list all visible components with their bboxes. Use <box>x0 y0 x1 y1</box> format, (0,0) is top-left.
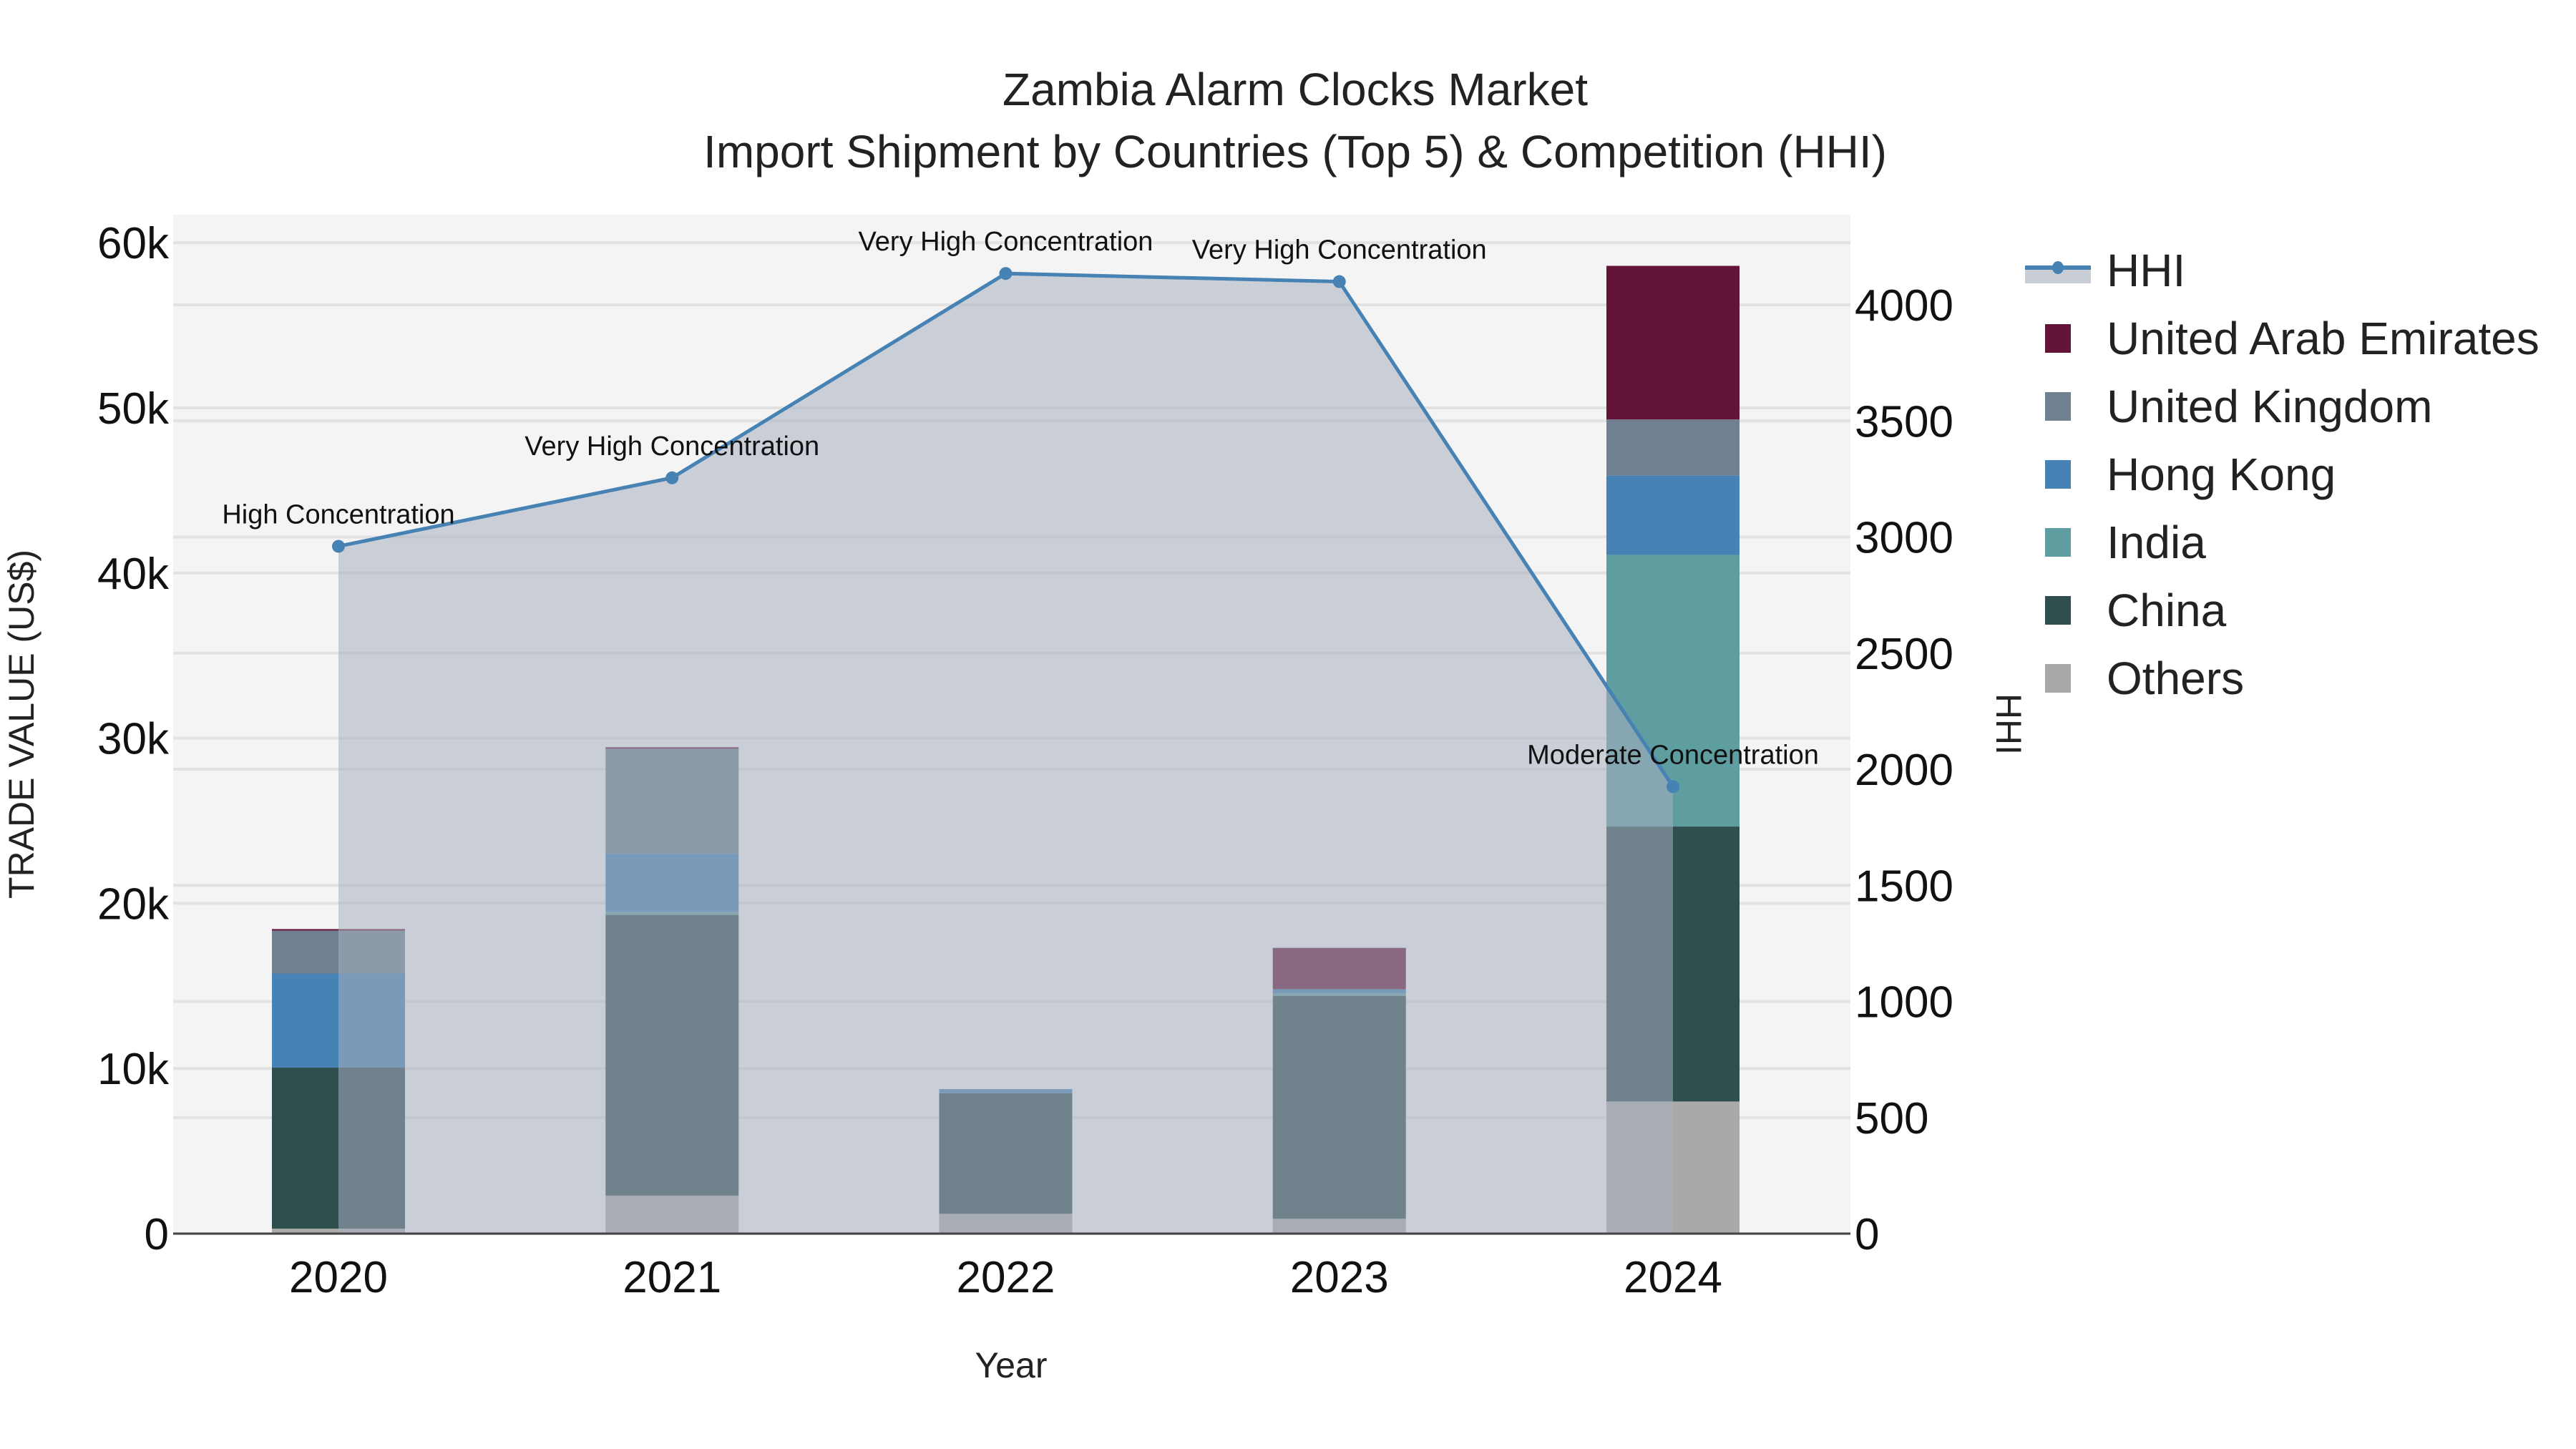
x-tick-label: 2021 <box>623 1253 721 1302</box>
y-right-tick-label: 2000 <box>1855 746 1953 795</box>
hhi-point-2023[interactable] <box>1332 275 1346 288</box>
y-right-tick-label: 1500 <box>1855 862 1953 911</box>
bar-segment-united-arab-emirates[interactable] <box>1606 265 1740 420</box>
y-left-tick-label: 50k <box>97 384 170 434</box>
hhi-area <box>338 273 1673 1234</box>
legend-item-united-arab-emirates[interactable]: United Arab Emirates <box>2025 304 2540 372</box>
legend-label: United Kingdom <box>2107 380 2433 432</box>
legend-item-china[interactable]: China <box>2025 576 2540 644</box>
y-left-tick-label: 40k <box>97 550 170 599</box>
annotation-label: Very High Concentration <box>1192 235 1487 265</box>
hhi-point-2021[interactable] <box>665 471 679 484</box>
y-right-tick-label: 4000 <box>1855 281 1953 331</box>
y-right-tick-label: 0 <box>1855 1210 1879 1259</box>
y-left-tick-label: 60k <box>97 219 170 268</box>
y-left-tick-label: 20k <box>97 879 170 929</box>
annotation-label: Moderate Concentration <box>1527 740 1819 770</box>
annotation-label: Very High Concentration <box>525 431 819 462</box>
legend-swatch-icon <box>2045 323 2071 353</box>
legend-label: China <box>2107 584 2227 636</box>
x-tick-label: 2020 <box>289 1253 388 1302</box>
x-tick-label: 2024 <box>1624 1253 1722 1302</box>
hhi-point-2024[interactable] <box>1667 780 1679 794</box>
legend-item-hong-kong[interactable]: Hong Kong <box>2025 440 2540 508</box>
y-right-tick-label: 2500 <box>1855 630 1953 679</box>
legend-swatch-icon <box>2045 391 2071 421</box>
y-right-axis-title: HHI <box>1989 693 2029 755</box>
legend-label: Hong Kong <box>2107 448 2336 500</box>
y-right-tick-label: 3500 <box>1855 397 1953 447</box>
bar-segment-united-kingdom[interactable] <box>1606 419 1740 476</box>
y-left-tick-label: 10k <box>97 1045 170 1094</box>
legend-swatch-icon <box>2045 527 2071 557</box>
x-tick-label: 2023 <box>1290 1253 1389 1302</box>
legend-line-marker-icon <box>2025 255 2091 286</box>
legend-label: India <box>2107 516 2206 568</box>
hhi-point-2022[interactable] <box>999 267 1013 280</box>
y-right-tick-label: 3000 <box>1855 514 1953 563</box>
legend-label: United Arab Emirates <box>2107 312 2540 364</box>
legend-swatch-icon <box>2045 663 2071 693</box>
legend-label: Others <box>2107 652 2245 704</box>
legend-swatch-icon <box>2045 595 2071 625</box>
legend-label: HHI <box>2107 244 2186 296</box>
x-tick-label: 2022 <box>957 1253 1055 1302</box>
chart-title-line-2: Import Shipment by Countries (Top 5) & C… <box>703 126 1887 177</box>
y-right-tick-label: 500 <box>1855 1094 1928 1143</box>
legend-item-india[interactable]: India <box>2025 508 2540 576</box>
legend-item-hhi[interactable]: HHI <box>2025 236 2540 304</box>
legend-item-united-kingdom[interactable]: United Kingdom <box>2025 372 2540 440</box>
hhi-point-2020[interactable] <box>332 540 345 553</box>
annotation-label: Very High Concentration <box>859 227 1153 257</box>
annotation-label: High Concentration <box>222 499 454 530</box>
legend-item-others[interactable]: Others <box>2025 644 2540 712</box>
y-left-tick-label: 30k <box>97 715 170 764</box>
bar-segment-hong-kong[interactable] <box>1606 475 1740 555</box>
legend-swatch-icon <box>2045 459 2071 489</box>
x-axis-title: Year <box>975 1345 1047 1385</box>
y-right-tick-label: 1000 <box>1855 978 1953 1028</box>
chart-title-line-1: Zambia Alarm Clocks Market <box>1002 64 1588 115</box>
y-left-axis-title: TRADE VALUE (US$) <box>1 550 42 899</box>
y-left-tick-label: 0 <box>145 1210 169 1259</box>
legend: HHI United Arab Emirates United Kingdom Hon… <box>2025 236 2540 712</box>
